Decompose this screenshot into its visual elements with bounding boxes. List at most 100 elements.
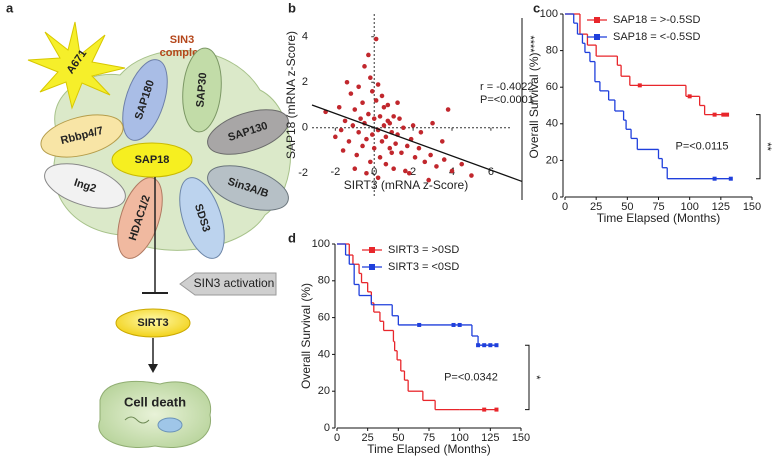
- x-tick-label: 50: [621, 201, 633, 213]
- point: [441, 157, 447, 162]
- point: [404, 143, 410, 149]
- point: [385, 102, 391, 108]
- y-axis-label: Overall Survival (%): [299, 283, 313, 389]
- petal: [182, 47, 222, 133]
- point: [430, 120, 435, 126]
- center-label: SAP18: [135, 154, 170, 166]
- point: [373, 36, 379, 42]
- point: [391, 166, 396, 171]
- censor-mark: [728, 176, 733, 181]
- censor-mark: [721, 112, 726, 117]
- legend-label: SAP18 = <-0.5SD: [613, 31, 700, 43]
- legend-marker: [369, 264, 375, 270]
- activation-label: SIN3 activation: [194, 276, 275, 290]
- petal: [179, 177, 225, 259]
- petal: [207, 109, 289, 155]
- point: [391, 114, 396, 119]
- outcome-label: Cell death: [124, 394, 186, 409]
- activation-arrow: [179, 272, 277, 296]
- point: [364, 136, 369, 142]
- y-tick-label: 80: [546, 45, 558, 57]
- point: [364, 170, 369, 176]
- x-tick-label: 100: [450, 432, 468, 444]
- censor-mark: [457, 322, 462, 327]
- x-tick-label: 125: [481, 432, 499, 444]
- point: [377, 114, 383, 119]
- star: [27, 21, 126, 110]
- point: [375, 175, 381, 181]
- legend-label: SIRT3 = <0SD: [388, 261, 459, 273]
- censor-mark: [712, 176, 717, 181]
- y-tick-label: 0: [324, 422, 330, 434]
- annotation: P=<0.0001: [480, 94, 534, 106]
- censor-mark: [451, 322, 456, 327]
- cell: [98, 380, 212, 449]
- panel-label: c: [533, 0, 540, 15]
- point: [369, 89, 375, 94]
- point: [445, 107, 451, 112]
- y-tick-label: 60: [318, 312, 330, 324]
- y-axis-label: SAP18 (mRNA z-Score): [284, 31, 298, 159]
- point: [379, 93, 385, 99]
- petal: [117, 177, 163, 259]
- x-axis-label: Time Elapsed (Months): [597, 211, 721, 225]
- point: [449, 168, 455, 174]
- y-tick-label: -2: [298, 167, 308, 179]
- legend-marker: [594, 34, 600, 40]
- point: [344, 79, 350, 85]
- censor-mark: [482, 407, 487, 412]
- organelle: [157, 417, 183, 433]
- x-tick-label: 0: [334, 432, 340, 444]
- target-node: [115, 308, 191, 338]
- point: [397, 116, 402, 121]
- x-tick-label: 0: [371, 166, 377, 178]
- significance-bracket: [525, 344, 530, 411]
- target-label: SIRT3: [137, 317, 168, 329]
- point: [340, 148, 346, 153]
- point: [348, 91, 354, 96]
- censor-mark: [482, 343, 487, 348]
- point: [401, 125, 406, 131]
- censor-mark: [476, 343, 481, 348]
- x-tick-label: 150: [743, 201, 761, 213]
- fit-line: [311, 104, 523, 183]
- x-tick-label: 6: [488, 166, 494, 178]
- point: [412, 155, 418, 160]
- x-tick-label: 25: [590, 201, 602, 213]
- censor-mark: [712, 112, 717, 117]
- point: [399, 150, 404, 156]
- panel-label: d: [288, 230, 296, 245]
- point: [416, 145, 422, 151]
- point: [369, 132, 375, 137]
- y-tick-label: 60: [546, 81, 558, 93]
- point: [406, 170, 412, 176]
- point: [387, 120, 393, 126]
- y-tick-label: 0: [552, 191, 558, 203]
- censor-mark: [687, 94, 692, 99]
- point: [422, 159, 428, 165]
- y-tick-label: 100: [540, 8, 558, 20]
- legend-label: SAP18 = >-0.5SD: [613, 14, 700, 26]
- panel-label: b: [288, 0, 296, 15]
- censor-mark: [417, 322, 422, 327]
- legend-label: SIRT3 = >0SD: [388, 244, 459, 256]
- point: [333, 134, 338, 140]
- x-tick-label: 25: [362, 432, 374, 444]
- y-tick-label: 0: [302, 122, 308, 134]
- point: [350, 123, 356, 128]
- y-tick-label: 2: [302, 76, 308, 88]
- point: [366, 52, 371, 58]
- center-node: [111, 142, 193, 178]
- point: [381, 104, 387, 110]
- point: [428, 152, 433, 158]
- y-tick-label: 40: [546, 118, 558, 130]
- y-tick-label: 4: [302, 31, 308, 43]
- point: [377, 155, 383, 160]
- annotation: P=<0.0342: [444, 371, 498, 383]
- point: [383, 161, 389, 167]
- point: [403, 168, 408, 174]
- point: [379, 139, 385, 144]
- y-tick-label: 40: [318, 348, 330, 360]
- x-tick-label: 150: [512, 432, 530, 444]
- arrow-head: [148, 364, 158, 373]
